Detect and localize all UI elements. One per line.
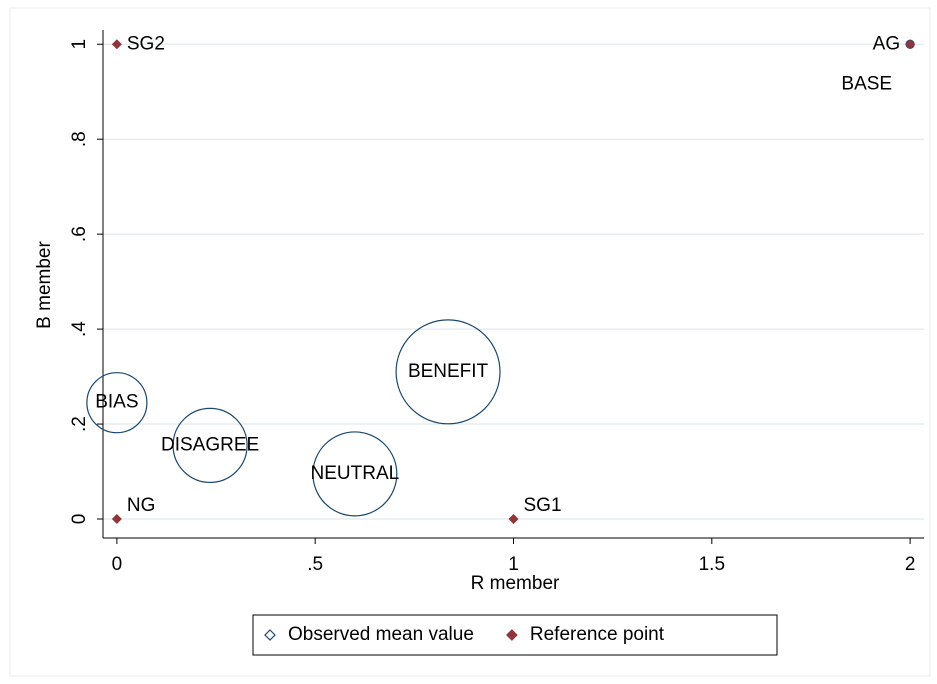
legend: Observed mean value Reference point xyxy=(252,614,778,656)
legend-marker xyxy=(506,629,518,641)
point-label: BENEFIT xyxy=(408,361,489,382)
point-label: SG2 xyxy=(127,33,165,54)
bubble xyxy=(312,431,398,517)
point-label: AG xyxy=(873,33,900,54)
point-label: DISAGREE xyxy=(161,434,259,455)
y-tick-label: .4 xyxy=(69,321,90,337)
point-label: BIAS xyxy=(95,392,138,413)
point-label: NEUTRAL xyxy=(311,463,400,484)
x-tick-label: .5 xyxy=(307,554,323,575)
point-label: BASE xyxy=(841,73,892,94)
y-tick-label: .8 xyxy=(69,131,90,147)
legend-label: Reference point xyxy=(530,624,665,645)
graph-frame xyxy=(9,7,931,677)
x-tick-label: 1 xyxy=(508,554,519,575)
point-label: SG1 xyxy=(524,495,562,516)
point-label: NG xyxy=(127,495,156,516)
x-tick-label: 2 xyxy=(905,554,916,575)
reference-point xyxy=(905,39,916,50)
bubble xyxy=(172,407,248,484)
reference-point xyxy=(111,514,122,525)
y-tick-label: 0 xyxy=(69,514,90,525)
reference-point xyxy=(508,514,519,525)
x-tick-label: 0 xyxy=(112,554,123,575)
y-axis-title: B member xyxy=(34,241,55,329)
y-tick-label: 1 xyxy=(69,39,90,50)
y-tick-label: .2 xyxy=(69,416,90,432)
legend-marker xyxy=(264,629,276,641)
reference-point xyxy=(111,39,122,50)
x-tick-label: 1.5 xyxy=(699,554,725,575)
x-axis-title: R member xyxy=(471,573,560,594)
y-tick-label: .6 xyxy=(69,226,90,242)
legend-label: Observed mean value xyxy=(288,624,474,645)
bubble xyxy=(395,319,501,425)
bubble xyxy=(86,372,148,434)
